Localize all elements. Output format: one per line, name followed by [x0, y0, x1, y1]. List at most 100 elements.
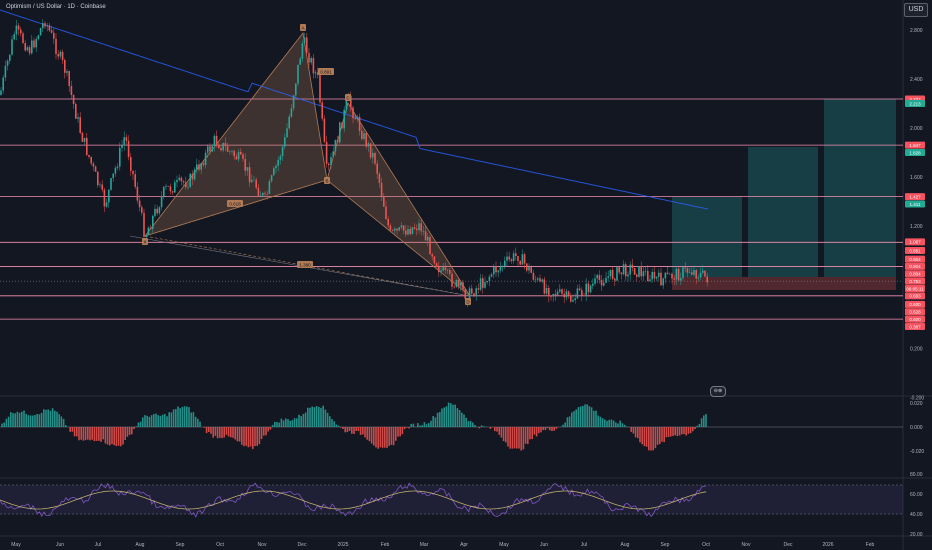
time-axis-label: Nov — [258, 542, 267, 548]
candle — [358, 116, 361, 131]
macd-bar — [241, 427, 243, 445]
macd-bar — [370, 427, 373, 444]
macd-bar — [78, 427, 80, 441]
macd-tick-label: -0.020 — [910, 449, 924, 455]
candle — [455, 279, 458, 287]
macd-bar — [436, 412, 439, 427]
candle — [675, 269, 678, 280]
macd-bar — [489, 427, 492, 429]
long-position-box-2[interactable] — [748, 147, 818, 277]
candle — [669, 273, 671, 275]
macd-bar — [199, 421, 201, 427]
macd-bar — [639, 427, 641, 443]
candle — [209, 146, 211, 152]
long-position-box-3[interactable] — [824, 99, 896, 277]
macd-bar — [538, 427, 540, 434]
candle — [682, 267, 684, 279]
candle — [2, 77, 4, 91]
candle — [383, 196, 385, 207]
macd-bar — [650, 427, 652, 451]
candle — [559, 289, 561, 292]
candle — [312, 58, 315, 74]
candle — [156, 208, 158, 214]
macd-bar — [62, 418, 65, 427]
macd-bar — [544, 427, 547, 431]
macd-bar — [381, 427, 384, 448]
long-position-box-1[interactable] — [672, 197, 742, 277]
candle — [319, 74, 321, 103]
candle — [354, 118, 356, 120]
currency-button[interactable]: USD — [904, 3, 928, 17]
price-candles[interactable] — [0, 19, 708, 308]
candle — [530, 267, 532, 273]
candle — [303, 37, 306, 44]
candle — [83, 137, 86, 142]
candle — [167, 186, 169, 187]
macd-bar — [315, 406, 318, 427]
candle — [116, 166, 119, 168]
candle — [220, 148, 222, 151]
candle — [266, 193, 268, 195]
candle — [464, 289, 466, 299]
time-axis-label: Jun — [540, 542, 548, 548]
macd-bar — [205, 427, 208, 434]
macd-bar — [29, 415, 32, 427]
horizontal-levels[interactable] — [0, 98, 903, 320]
time-axis[interactable]: May Jun Jul Aug Sep Oct Nov Dec 2025 Feb Mar Apr May… — [11, 542, 874, 548]
candle — [655, 276, 658, 279]
candle — [372, 153, 374, 158]
price-level-tag-text: 0.628 — [909, 310, 921, 315]
macd-bar — [254, 427, 256, 447]
pattern-point-label — [300, 24, 306, 31]
macd-bar — [595, 410, 597, 427]
macd-bar — [65, 425, 67, 427]
candle — [367, 143, 370, 147]
macd-bar — [43, 409, 45, 427]
macd-bar — [38, 414, 41, 427]
macd-bar — [159, 415, 162, 427]
time-axis-label: Feb — [381, 542, 390, 548]
candle — [589, 285, 592, 293]
candle — [22, 33, 24, 44]
macd-bar — [421, 425, 423, 427]
macd-bar — [443, 407, 445, 427]
candle — [603, 282, 605, 286]
macd-bar — [146, 415, 148, 427]
price-level-tag-text: 0.804 — [909, 272, 921, 277]
rsi-tick-label: 80.00 — [910, 472, 923, 478]
time-axis-label: Jun — [56, 542, 64, 548]
macd-bar — [326, 412, 329, 427]
price-level-tag-text: 1.427 — [909, 194, 921, 199]
candle — [314, 72, 317, 74]
time-axis-label: Nov — [742, 542, 751, 548]
macd-bar — [599, 416, 602, 427]
macd-bar — [483, 426, 485, 427]
candle — [262, 192, 264, 196]
price-level-tag-text: 0.603 — [909, 294, 921, 299]
macd-bar — [115, 427, 118, 447]
indicator-toggle-button[interactable]: ⊖⊕ — [710, 386, 726, 397]
macd-bar — [626, 426, 628, 427]
candle — [541, 279, 543, 282]
macd-bar — [329, 416, 331, 427]
macd-bar — [302, 413, 305, 427]
stop-loss-zone[interactable] — [672, 277, 896, 290]
candle — [442, 267, 444, 271]
candle — [499, 266, 502, 271]
candle — [561, 289, 563, 294]
macd-bar — [346, 427, 349, 433]
price-level-tag-text: 2.237 — [909, 97, 921, 102]
candle — [193, 169, 196, 180]
candle — [378, 173, 381, 183]
candle — [101, 184, 103, 190]
candle — [495, 266, 497, 273]
candle — [627, 274, 629, 277]
macd-bar — [419, 425, 421, 427]
macd-bar — [395, 427, 397, 441]
candle — [255, 179, 257, 188]
macd-bar — [23, 410, 25, 427]
macd-bar — [579, 406, 582, 427]
macd-bar — [577, 407, 580, 427]
macd-bar — [678, 427, 681, 436]
